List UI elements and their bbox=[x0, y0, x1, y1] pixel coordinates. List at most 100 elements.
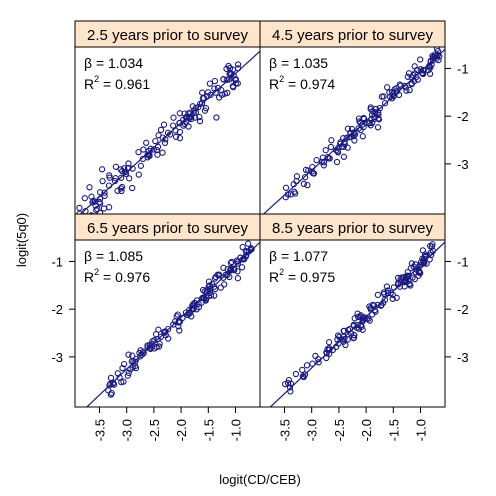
data-point bbox=[381, 100, 389, 107]
panel-frame bbox=[259, 239, 446, 408]
data-point bbox=[211, 85, 218, 92]
data-point bbox=[154, 151, 161, 158]
data-point bbox=[248, 246, 255, 253]
data-point bbox=[176, 327, 183, 334]
data-point bbox=[322, 147, 329, 154]
data-point bbox=[161, 329, 168, 336]
data-point bbox=[234, 275, 242, 282]
data-point bbox=[112, 163, 120, 170]
data-point bbox=[354, 313, 362, 321]
data-point bbox=[190, 305, 197, 313]
data-point bbox=[129, 184, 136, 192]
data-point bbox=[344, 144, 351, 151]
panel-strip-label: 4.5 years prior to survey bbox=[272, 27, 433, 44]
data-point bbox=[170, 114, 177, 121]
data-point bbox=[415, 263, 422, 270]
data-point bbox=[155, 132, 162, 139]
data-point bbox=[161, 139, 169, 147]
data-point bbox=[389, 291, 396, 298]
data-point bbox=[318, 158, 326, 166]
data-point bbox=[176, 110, 183, 117]
data-point bbox=[292, 370, 300, 378]
data-point bbox=[157, 126, 165, 134]
data-point bbox=[165, 335, 172, 342]
data-point bbox=[199, 89, 206, 96]
data-point bbox=[149, 340, 156, 348]
data-point bbox=[124, 372, 131, 379]
data-point bbox=[324, 153, 331, 161]
data-point bbox=[334, 332, 342, 339]
data-point bbox=[340, 327, 348, 335]
data-point bbox=[96, 189, 104, 196]
beta-stat: β = 1.035 bbox=[269, 55, 328, 71]
data-point bbox=[94, 205, 101, 213]
x-tick-label: -3.0 bbox=[305, 419, 320, 441]
data-point bbox=[386, 89, 393, 96]
data-point bbox=[381, 296, 389, 303]
panel-strip bbox=[74, 20, 261, 48]
data-point bbox=[226, 76, 233, 83]
data-point bbox=[227, 259, 235, 267]
axes-group: -1 -2 -3 -1 -2 -3 -1 -2 -3 -3.5 -3.0 -2.5 -2.0 -1.5 -1… bbox=[51, 61, 468, 441]
panel-points bbox=[281, 241, 437, 395]
data-point bbox=[119, 364, 126, 372]
data-point bbox=[302, 166, 310, 174]
data-point bbox=[120, 360, 128, 368]
x-tick-label: -1.5 bbox=[201, 419, 216, 441]
data-point bbox=[118, 183, 126, 191]
data-point bbox=[389, 295, 396, 302]
data-point bbox=[336, 333, 343, 341]
r2-stat: R2 = 0.974 bbox=[269, 74, 335, 92]
data-point bbox=[147, 145, 154, 152]
data-point bbox=[120, 378, 127, 385]
data-point bbox=[420, 260, 427, 267]
data-point bbox=[234, 268, 241, 275]
data-point bbox=[407, 282, 414, 289]
data-point bbox=[434, 47, 442, 55]
r2-stat: R2 = 0.961 bbox=[84, 74, 150, 92]
data-point bbox=[119, 167, 126, 175]
data-point bbox=[427, 242, 434, 250]
data-point bbox=[404, 268, 411, 276]
data-point bbox=[137, 353, 144, 360]
panel-strip-label: 8.5 years prior to survey bbox=[272, 220, 433, 237]
data-point bbox=[323, 354, 330, 362]
panel-strip bbox=[259, 20, 446, 48]
data-point bbox=[315, 359, 322, 366]
data-point bbox=[383, 283, 391, 290]
y-tick-label: -3 bbox=[51, 350, 63, 365]
data-point bbox=[118, 174, 125, 181]
data-point bbox=[88, 212, 95, 214]
data-point bbox=[365, 120, 372, 127]
x-tick-label: -3.0 bbox=[120, 419, 135, 441]
data-point bbox=[213, 114, 220, 121]
panel-points bbox=[282, 47, 443, 201]
data-point bbox=[125, 351, 132, 358]
data-point bbox=[101, 192, 108, 199]
data-point bbox=[344, 336, 351, 343]
data-point bbox=[180, 122, 187, 129]
y-tick-label: -3 bbox=[457, 350, 469, 365]
data-point bbox=[395, 91, 403, 99]
data-point bbox=[284, 380, 292, 387]
data-point bbox=[117, 166, 124, 173]
data-point bbox=[125, 369, 132, 377]
data-point bbox=[206, 80, 214, 87]
data-point bbox=[420, 258, 427, 265]
data-point bbox=[155, 326, 162, 333]
data-point bbox=[342, 341, 349, 349]
data-point bbox=[313, 156, 320, 164]
data-point bbox=[226, 273, 233, 281]
data-point bbox=[361, 115, 368, 122]
data-point bbox=[324, 346, 331, 353]
data-point bbox=[350, 132, 357, 140]
x-tick-label: -2.0 bbox=[174, 419, 189, 441]
data-point bbox=[191, 302, 198, 309]
x-tick-label: -3.5 bbox=[277, 419, 292, 441]
data-point bbox=[234, 61, 242, 68]
data-point bbox=[101, 189, 108, 196]
data-point bbox=[140, 146, 147, 153]
data-point bbox=[351, 315, 358, 322]
data-point bbox=[108, 389, 115, 397]
data-point bbox=[328, 137, 335, 144]
